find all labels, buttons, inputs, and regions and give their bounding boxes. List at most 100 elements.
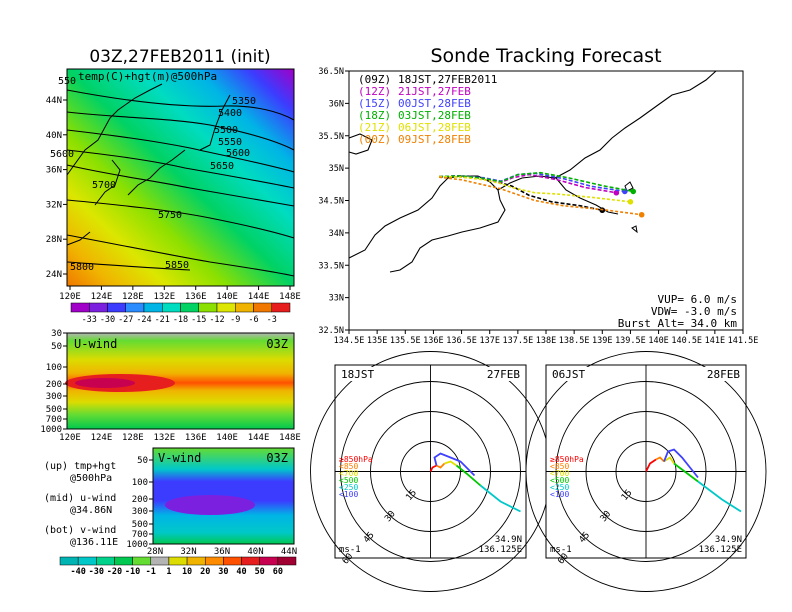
lon-tick-label: 141E xyxy=(705,336,725,346)
lon-tick-label: 135.5E xyxy=(390,336,421,346)
colorbar-swatch xyxy=(204,556,224,566)
lat-tick-label: 36N xyxy=(329,99,344,109)
lon-tick-label: 136E xyxy=(185,292,207,302)
lon-tick-label: 120E xyxy=(59,292,81,302)
tracking-params: VUP= 6.0 m/s VDW= -3.0 m/s Burst Alt= 34… xyxy=(618,293,738,330)
colorbar-swatch xyxy=(132,556,152,566)
colorbar-label: -33 xyxy=(82,315,97,325)
hodograph-location-lon: 136.125E xyxy=(479,545,522,555)
colorbar-label: 1 xyxy=(166,567,171,577)
contour-line xyxy=(66,164,295,207)
lon-tick-label: 140E xyxy=(648,336,668,346)
contour-label: 5700 xyxy=(92,180,116,191)
hodograph-trace xyxy=(433,452,476,477)
colorbar-label: -1 xyxy=(146,567,156,577)
pressure-tick-label: 700 xyxy=(132,530,148,540)
lat-tick-label: 34N xyxy=(329,229,344,239)
wind-colorbar: -40 -30 -20 -10 -1 1 10 20 30 40 50 60 xyxy=(59,556,297,577)
hodograph-time: 18JST xyxy=(341,368,374,381)
hodograph-location-lon: 136.125E xyxy=(699,545,742,555)
colorbar-swatch xyxy=(77,556,97,566)
hodograph-legend-item: ≥850hPa xyxy=(550,455,584,464)
colorbar-swatch xyxy=(107,302,126,313)
hodograph-legend-item: <100 xyxy=(339,490,358,499)
colorbar-swatch xyxy=(216,302,236,313)
contour-label: 5850 xyxy=(165,260,189,271)
colorbar-label: 30 xyxy=(218,567,228,577)
lat-tick-label: 33N xyxy=(329,294,344,304)
main-map-lon-ticks: 120E 124E 128E 132E 136E 140E 144E 148E xyxy=(59,286,301,302)
hodograph-trace xyxy=(697,480,742,513)
lat-tick-label: 44N xyxy=(46,96,62,106)
colorbar-label: -6 xyxy=(248,315,258,325)
main-map-field xyxy=(67,69,294,286)
lon-tick-label: 144E xyxy=(248,292,270,302)
lon-tick-label: 132E xyxy=(153,433,175,443)
vwind-core xyxy=(165,495,255,515)
pressure-tick-label: 1000 xyxy=(126,540,148,550)
contour-label: 5800 xyxy=(70,262,94,273)
hodograph-legend-item: <500 xyxy=(550,476,569,485)
pressure-tick-label: 200 xyxy=(46,380,62,390)
lon-tick-label: 138E xyxy=(536,336,556,346)
track-end-marker xyxy=(638,211,645,218)
track-end-marker xyxy=(630,188,637,195)
lon-tick-label: 136E xyxy=(423,336,443,346)
legend-code: (15Z) xyxy=(358,97,391,110)
pressure-tick-label: 100 xyxy=(46,363,62,373)
legend-time: 00JST,28FEB xyxy=(398,97,471,110)
hodograph-legend-item: <700 xyxy=(339,469,358,478)
lat-tick-label: 36N xyxy=(46,166,62,176)
colorbar-swatch xyxy=(70,302,90,313)
header-bg xyxy=(474,367,524,381)
legend-code: (18Z) xyxy=(358,109,391,122)
colorbar-swatch xyxy=(59,556,79,566)
lon-tick-label: 134.5E xyxy=(334,336,365,346)
legend-time: 03JST,28FEB xyxy=(398,109,471,122)
lon-tick-label: 138.5E xyxy=(559,336,590,346)
legend-code: (12Z) xyxy=(358,85,391,98)
hodograph-location-lat: 34.9N xyxy=(495,535,522,545)
lon-tick-label: 136.5E xyxy=(446,336,477,346)
tracking-panel: (09Z) 18JST,27FEB2011 (12Z) 21JST,27FEB (15Z… xyxy=(318,67,758,346)
colorbar-swatch xyxy=(223,556,242,566)
hodograph-trace xyxy=(663,448,699,479)
track-end-marker xyxy=(613,189,620,196)
legend-time: 18JST,27FEB2011 xyxy=(398,73,497,86)
track-line xyxy=(438,176,642,216)
colorbar-swatch xyxy=(180,302,199,313)
pressure-tick-label: 1000 xyxy=(40,425,62,435)
vwind-time: 03Z xyxy=(266,451,288,465)
lat-tick-label: 34.5N xyxy=(318,197,344,207)
colorbar-label: 10 xyxy=(182,567,192,577)
lon-tick-label: 135E xyxy=(367,336,387,346)
hodograph-legend-item: <850 xyxy=(339,462,358,471)
hodograph-trace xyxy=(444,460,457,467)
colorbar-swatch xyxy=(253,302,272,313)
note-bot-1: (bot) v-wind xyxy=(44,525,116,536)
contour-line xyxy=(66,261,191,271)
param-vdw: VDW= -3.0 m/s xyxy=(651,305,737,318)
hodograph-unit: ms-1 xyxy=(550,545,572,555)
colorbar-swatch xyxy=(277,556,297,566)
lon-tick-label: 148E xyxy=(279,433,301,443)
hodograph-legend-item: <250 xyxy=(550,483,569,492)
pressure-tick-label: 200 xyxy=(132,495,148,505)
lon-tick-label: 148E xyxy=(279,292,301,302)
coastline-japan xyxy=(348,70,717,273)
colorbar-label: 60 xyxy=(273,567,283,577)
vwind-title: V-wind xyxy=(158,451,201,465)
hodograph-trace xyxy=(429,464,437,472)
colorbar-label: -10 xyxy=(125,567,140,577)
contour-label: 5650 xyxy=(210,161,234,172)
track-lines xyxy=(438,171,645,218)
note-mid-2: @34.86N xyxy=(70,505,112,516)
lon-tick-label: 124E xyxy=(91,433,113,443)
colorbar-label: 50 xyxy=(255,567,265,577)
hodograph-legend-item: <700 xyxy=(550,469,569,478)
legend-code: (09Z) xyxy=(358,73,391,86)
contour-label: 5500 xyxy=(214,125,238,136)
